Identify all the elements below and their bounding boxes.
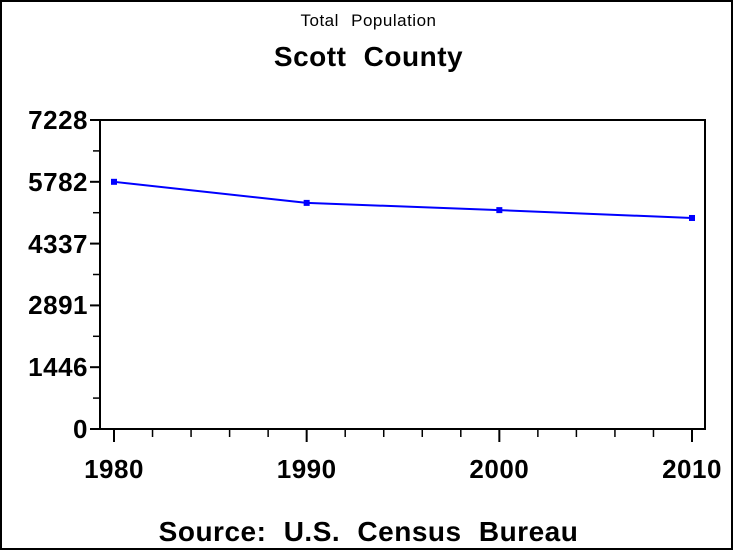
data-point-marker: [111, 178, 117, 185]
y-tick-label: 0: [73, 414, 88, 444]
source-note: Source: U.S. Census Bureau: [158, 516, 579, 547]
data-point-marker: [303, 199, 310, 206]
data-point-marker: [689, 214, 695, 221]
x-tick-label: 1990: [276, 454, 337, 484]
y-tick-label: 7228: [28, 105, 88, 135]
x-tick-label: 2000: [469, 454, 530, 484]
y-tick-label: 5782: [28, 166, 88, 197]
plot-frame: [99, 119, 706, 430]
data-line: [113, 180, 693, 219]
chart-title: Total Population: [300, 11, 437, 30]
x-tick-label: 1980: [84, 454, 144, 484]
y-tick-label: 1446: [28, 352, 88, 383]
y-tick-label: 4337: [28, 228, 88, 259]
data-point-marker: [496, 207, 503, 214]
y-tick-label: 2891: [28, 290, 88, 321]
x-tick-label: 2010: [662, 454, 722, 484]
chart-subtitle: Scott County: [273, 41, 464, 72]
